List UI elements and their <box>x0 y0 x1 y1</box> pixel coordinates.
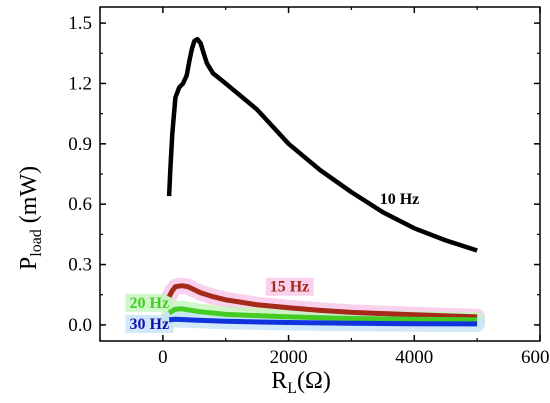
series-lines <box>166 36 478 327</box>
y-tick-label: 0.6 <box>68 194 92 215</box>
series-label-highlight-30-hz <box>125 314 174 333</box>
series-label-30-hz: 30 Hz <box>130 316 170 333</box>
y-axis-title: Pload (mW) <box>16 166 45 270</box>
series-line-30-hz <box>168 316 478 327</box>
series-label-highlight-20-hz <box>125 293 174 312</box>
y-tick-label: 1.5 <box>68 13 92 34</box>
x-axis-title-unit: (Ω) <box>297 368 331 394</box>
series-labels: 10 Hz 15 Hz 20 Hz 30 Hz <box>130 191 420 333</box>
y-axis-title-sub: load <box>28 229 45 257</box>
series-label-15-hz: 15 Hz <box>270 279 310 296</box>
x-tick-label: 2000 <box>270 347 308 368</box>
x-axis-title: RL(Ω) <box>271 368 331 397</box>
series-label-highlight-15-hz <box>265 277 314 296</box>
series-label-20-hz: 20 Hz <box>130 295 170 312</box>
y-tick-label: 0.0 <box>68 315 92 336</box>
y-axis-title-main: P <box>16 257 42 270</box>
series-line-15-hz <box>166 283 478 320</box>
x-tick-label: 0 <box>158 347 168 368</box>
series-line-10-hz <box>166 36 478 253</box>
series-label-10-hz: 10 Hz <box>380 191 420 208</box>
y-tick-label: 1.2 <box>68 73 92 94</box>
x-tick-label: 4000 <box>395 347 433 368</box>
x-axis-title-sub: L <box>287 380 297 397</box>
series-line-20-hz <box>167 306 478 323</box>
x-axis-title-main: R <box>271 368 287 394</box>
svg-text:RL(Ω): RL(Ω) <box>271 368 331 397</box>
y-tick-label: 0.9 <box>68 134 92 155</box>
svg-text:Pload(mW): Pload (mW) <box>16 166 45 270</box>
y-axis-title-unit: (mW) <box>16 166 42 223</box>
y-tick-label: 0.3 <box>68 255 92 276</box>
